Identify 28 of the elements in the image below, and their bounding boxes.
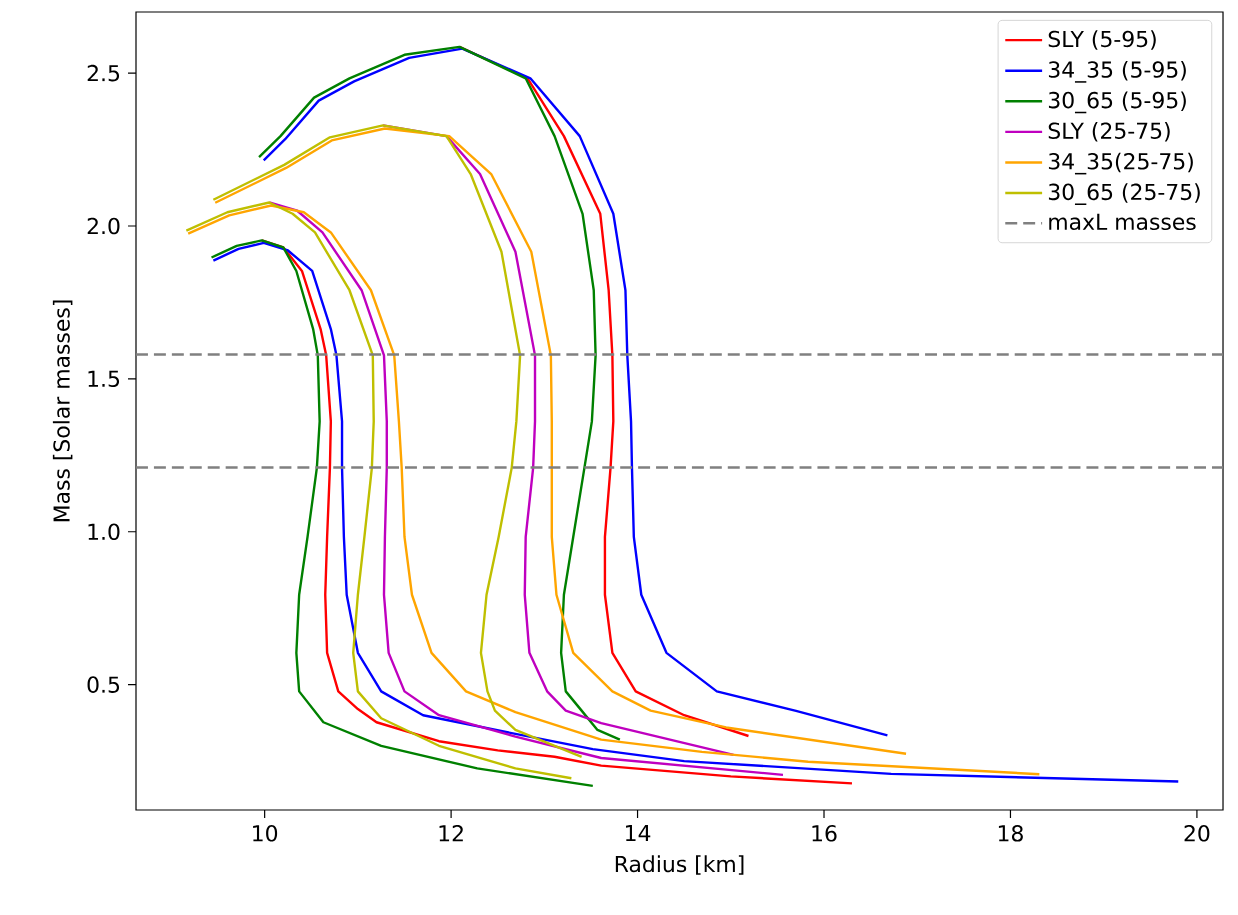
legend-label: SLY (5-95): [1048, 30, 1156, 50]
y-axis-title: Mass [Solar masses]: [52, 300, 73, 522]
legend-label: maxL masses: [1049, 213, 1196, 231]
legend-label: 34_35(25-75): [1048, 152, 1193, 175]
line-series: [212, 124, 583, 758]
y-tick-label: 2.5: [87, 64, 120, 82]
y-tick-label: 2.0: [87, 217, 120, 235]
y-tick-label: 0.5: [87, 676, 120, 693]
x-tick-label: 18: [998, 825, 1023, 842]
line-series: [187, 204, 1041, 776]
legend-label: SLY (25-75): [1048, 122, 1170, 142]
line-series: [262, 47, 889, 737]
x-tick-label: 12: [439, 825, 463, 842]
x-tick-label: 20: [1184, 825, 1210, 842]
line-series: [210, 239, 594, 788]
x-tick-label: 10: [253, 825, 278, 842]
y-tick-label: 1.0: [88, 523, 120, 541]
line-series: [257, 45, 622, 741]
x-tick-label: 16: [812, 825, 837, 842]
legend-label: 34_35 (5-95): [1048, 60, 1186, 83]
x-tick-label: 14: [626, 825, 651, 842]
line-series: [212, 241, 1180, 783]
legend-label: 30_65 (25-75): [1048, 183, 1200, 206]
line-series: [185, 201, 573, 780]
x-axis-title: Radius [km]: [615, 855, 744, 875]
y-tick-label: 1.5: [88, 370, 120, 388]
legend-label: 30_65 (5-95): [1048, 91, 1186, 114]
line-series: [214, 127, 908, 755]
